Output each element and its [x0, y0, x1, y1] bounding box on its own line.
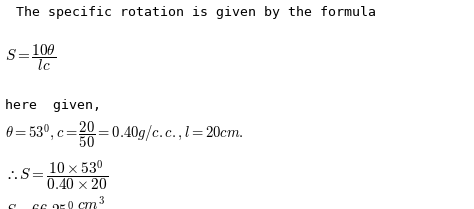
Text: here  given,: here given, [5, 99, 101, 112]
Text: $S = \dfrac{10\theta}{lc}$: $S = \dfrac{10\theta}{lc}$ [5, 42, 56, 73]
Text: The specific rotation is given by the formula: The specific rotation is given by the fo… [0, 6, 376, 19]
Text: $\theta = 53^0, c = \dfrac{20}{50} = 0.40g/c.c., l = 20cm.$: $\theta = 53^0, c = \dfrac{20}{50} = 0.4… [5, 119, 244, 150]
Text: $\therefore S = \dfrac{10 \times 53^0}{0.40 \times 20}$: $\therefore S = \dfrac{10 \times 53^0}{0… [5, 158, 108, 192]
Text: $S = 66.25^0 \dfrac{cm^3}{g.dm}$: $S = 66.25^0 \dfrac{cm^3}{g.dm}$ [5, 194, 111, 209]
